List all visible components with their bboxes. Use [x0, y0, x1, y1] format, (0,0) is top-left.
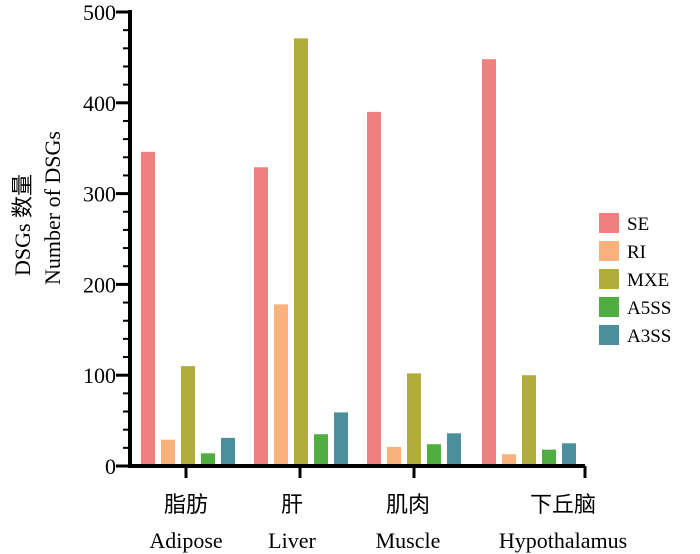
- y-tick-label-100: 100: [83, 363, 116, 388]
- legend-swatch-ri: [599, 241, 619, 261]
- y-axis-title: Number of DSGs: [40, 131, 65, 285]
- legend-label-a5ss: A5SS: [627, 298, 671, 319]
- bar-mxe-adipose: [181, 366, 195, 466]
- bar-se-hypothalamus: [482, 59, 496, 466]
- category-label-cn-liver: 肝: [281, 492, 303, 517]
- category-label-cn-hypothalamus: 下丘脑: [530, 492, 596, 517]
- y-tick-label-0: 0: [105, 454, 116, 479]
- bar-mxe-hypothalamus: [522, 375, 536, 466]
- y-tick-label-400: 400: [83, 91, 116, 116]
- y-tick-label-300: 300: [83, 182, 116, 207]
- legend: SE RI MXE A5SS A3SS: [599, 213, 671, 347]
- bar-ri-adipose: [161, 439, 175, 466]
- bar-se-muscle: [367, 111, 381, 466]
- legend-label-mxe: MXE: [627, 270, 669, 291]
- y-tick-label-500: 500: [83, 0, 116, 25]
- bar-ri-hypothalamus: [502, 454, 516, 466]
- bar-a5ss-hypothalamus: [542, 449, 556, 466]
- y-axis-title-cn: DSGs 数量: [10, 174, 35, 276]
- category-label-muscle: Muscle: [376, 528, 441, 553]
- bar-a3ss-hypothalamus: [562, 443, 576, 466]
- category-label-cn-muscle: 肌肉: [386, 492, 430, 517]
- category-label-liver: Liver: [268, 528, 316, 553]
- bar-a3ss-liver: [334, 412, 348, 466]
- bar-a5ss-adipose: [201, 453, 215, 466]
- category-label-adipose: Adipose: [149, 528, 222, 553]
- y-tick-label-200: 200: [83, 272, 116, 297]
- bar-se-adipose: [141, 151, 155, 466]
- bar-se-liver: [254, 167, 268, 466]
- legend-label-se: SE: [627, 214, 649, 235]
- bar-a5ss-muscle: [427, 444, 441, 466]
- labels-group: 脂肪 Adipose 肝 Liver 肌肉 Muscle 下丘脑 Hypothalamus DS…: [10, 131, 627, 553]
- category-label-hypothalamus: Hypothalamus: [499, 528, 627, 553]
- bar-a5ss-liver: [314, 434, 328, 466]
- legend-swatch-a3ss: [599, 325, 619, 345]
- bar-a3ss-adipose: [221, 437, 235, 466]
- legend-label-ri: RI: [627, 242, 646, 263]
- bar-mxe-muscle: [407, 373, 421, 466]
- bar-ri-muscle: [387, 446, 401, 466]
- legend-swatch-se: [599, 213, 619, 233]
- bar-a3ss-muscle: [447, 433, 461, 466]
- bars-group: [141, 38, 576, 466]
- category-label-cn-adipose: 脂肪: [164, 492, 208, 517]
- legend-swatch-a5ss: [599, 297, 619, 317]
- legend-label-a3ss: A3SS: [627, 326, 671, 347]
- axes-group: 0 100 200 300 400 500: [83, 0, 587, 479]
- bar-ri-liver: [274, 304, 288, 466]
- bar-mxe-liver: [294, 38, 308, 466]
- legend-swatch-mxe: [599, 269, 619, 289]
